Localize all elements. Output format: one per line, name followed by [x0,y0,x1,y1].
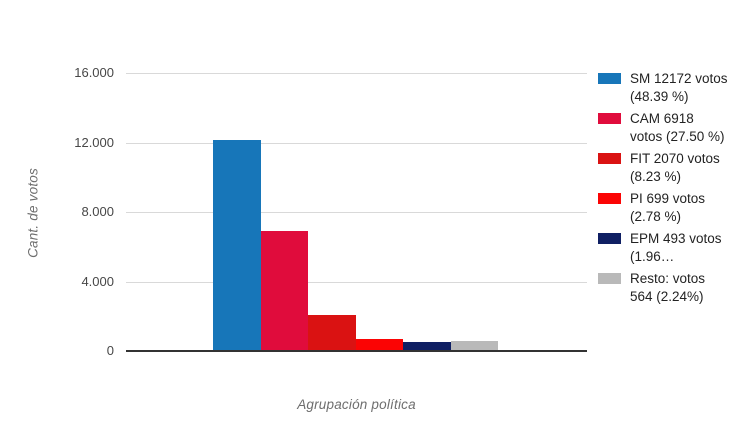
legend-swatch-pi [598,193,621,204]
y-tick-label-4000: 4.000 [81,273,114,289]
legend-item-fit[interactable]: FIT 2070 votos (8.23 %) [598,150,728,186]
legend-label-fit: FIT 2070 votos (8.23 %) [630,151,720,184]
legend-item-cam[interactable]: CAM 6918 votos (27.50 %) [598,110,728,146]
legend-label-sm: SM 12172 votos (48.39 %) [630,71,728,104]
y-tick-label-12000: 12.000 [74,134,114,150]
x-axis-line [126,350,587,352]
legend-swatch-sm [598,73,621,84]
bar-cam[interactable] [260,230,308,351]
bar-sm[interactable] [213,139,261,351]
legend-swatch-fit [598,153,621,164]
gridline-12000 [126,142,587,144]
bar-epm[interactable] [403,342,451,351]
plot-area [126,73,587,352]
legend-item-pi[interactable]: PI 699 votos (2.78 %) [598,190,728,226]
gridline-4000 [126,281,587,283]
legend: SM 12172 votos (48.39 %) CAM 6918 votos (… [598,70,728,306]
legend-swatch-epm [598,233,621,244]
legend-item-resto[interactable]: Resto: votos 564 (2.24%) [598,270,728,306]
y-tick-label-0: 0 [106,343,114,358]
legend-label-cam: CAM 6918 votos (27.50 %) [630,111,725,144]
y-tick-label-16000: 16.000 [74,65,114,80]
legend-swatch-cam [598,113,621,124]
legend-item-sm[interactable]: SM 12172 votos (48.39 %) [598,70,728,106]
gridline-8000 [126,212,587,213]
legend-swatch-resto [598,273,621,284]
legend-item-epm[interactable]: EPM 493 votos (1.96… [598,230,728,266]
bar-resto[interactable] [450,341,498,351]
y-tick-label-8000: 8.000 [81,204,114,219]
legend-label-resto: Resto: votos 564 (2.24%) [630,271,706,304]
legend-label-epm: EPM 493 votos (1.96… [630,231,722,264]
gridline-16000 [126,73,587,74]
bar-pi[interactable] [355,338,403,351]
x-axis-title: Agrupación política [297,397,416,412]
legend-label-pi: PI 699 votos (2.78 %) [630,191,706,224]
bar-fit[interactable] [308,315,356,351]
